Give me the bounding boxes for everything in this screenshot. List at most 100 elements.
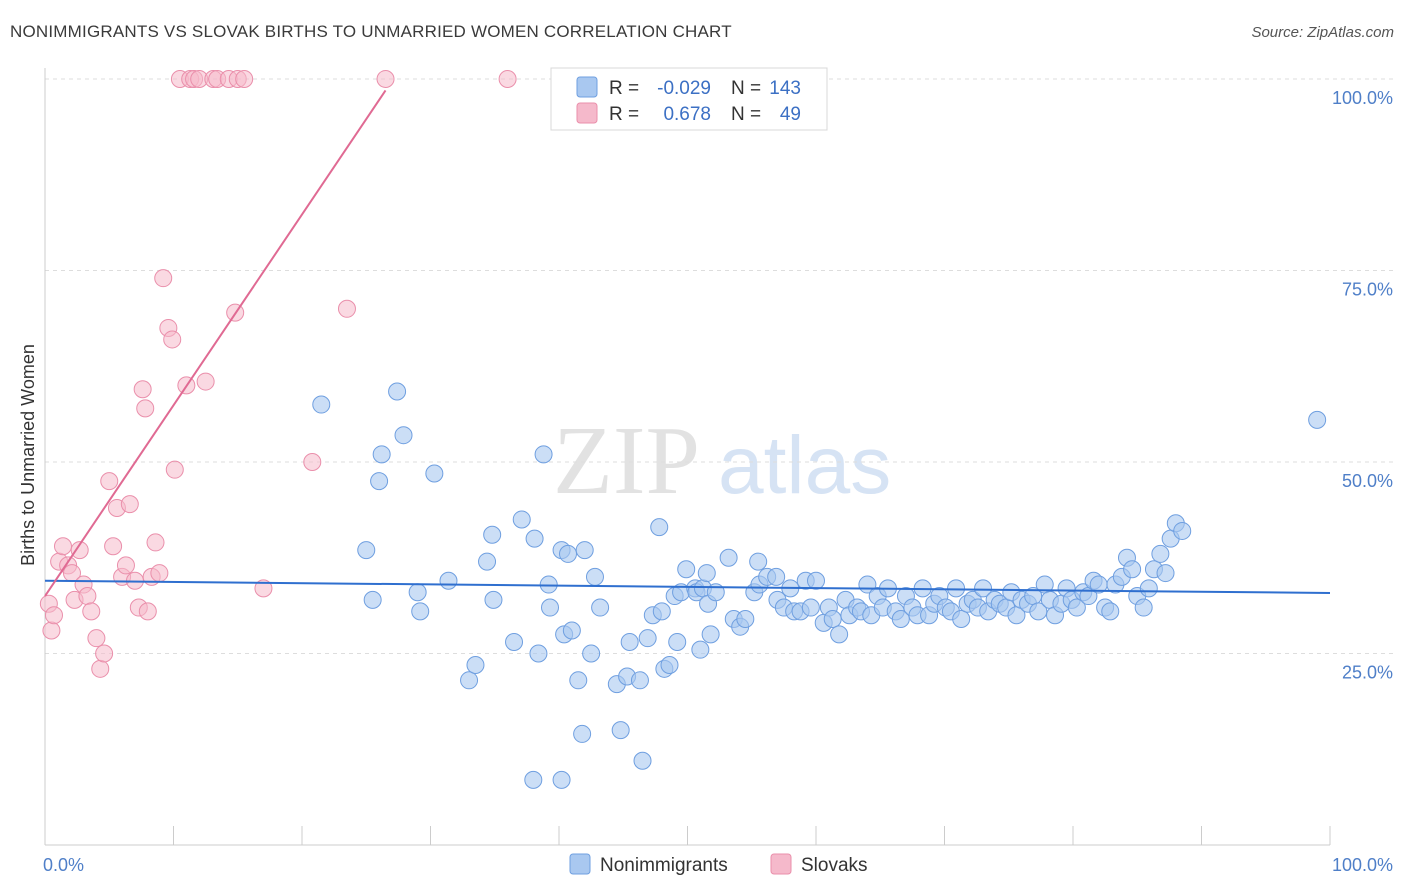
y-axis-label: Births to Unmarried Women [18,344,38,566]
watermark-atlas: atlas [718,420,891,511]
slovaks-point [196,372,215,391]
legend-r-label: R = [609,104,639,125]
nonimmigrants-point [483,525,502,544]
nonimmigrants-point [719,548,738,567]
nonimmigrants-point [767,567,786,586]
nonimmigrants-point [466,655,485,674]
x-tick-labels: 0.0% 100.0% [43,855,1393,875]
x-tick-label: 100.0% [1332,855,1393,875]
legend-label-nonimmigrants: Nonimmigrants [600,855,728,876]
slovaks-point [337,299,356,318]
nonimmigrants-point [558,544,577,563]
nonimmigrants-point [388,382,407,401]
nonimmigrants-point [1139,579,1158,598]
nonimmigrants-trend-line [44,579,1331,594]
slovaks-point [116,556,135,575]
nonimmigrants-point [1123,560,1142,579]
slovaks-point [95,644,114,663]
slovaks-point [163,330,182,349]
nonimmigrants-point [701,625,720,644]
nonimmigrants-point [591,598,610,617]
slovaks-point [138,602,157,621]
nonimmigrants-point [650,518,669,537]
nonimmigrants-point [372,445,391,464]
slovaks-point [235,70,254,88]
nonimmigrants-point [801,598,820,617]
nonimmigrants-point [952,610,971,629]
trend-lines [44,89,1331,597]
nonimmigrants-point [505,633,524,652]
legend-r-value: 0.678 [663,104,711,125]
nonimmigrants-point [807,571,825,590]
slovaks-point [82,602,101,621]
nonimmigrants-point [1101,602,1120,621]
nonimmigrants-point [691,640,710,659]
legend-label-slovaks: Slovaks [801,855,868,876]
y-tick-label: 100.0% [1332,88,1393,108]
nonimmigrants-point [529,644,548,663]
axes [44,68,1331,846]
x-tick-label: 0.0% [43,855,84,875]
nonimmigrants-point [484,590,503,609]
nonimmigrants-point [582,644,601,663]
nonimmigrants-point [1134,598,1153,617]
nonimmigrants-point [357,541,376,560]
slovaks-point [104,537,123,556]
slovaks-point [303,453,322,471]
nonimmigrants-point [1151,544,1170,563]
slovaks-point [91,659,110,678]
nonimmigrants-point [697,564,716,583]
nonimmigrants-point [569,671,588,690]
nonimmigrants-point [749,552,768,571]
slovaks-point [100,472,119,491]
series-legend: Nonimmigrants Slovaks [569,853,868,876]
nonimmigrants-point [677,560,696,579]
slovaks-points [39,70,517,678]
nonimmigrants-point [823,610,842,629]
nonimmigrants-point [575,541,594,560]
legend-n-label: N = [731,78,761,99]
slovaks-point [498,70,517,88]
nonimmigrants-point [1156,564,1175,583]
nonimmigrants-point [460,671,479,690]
slovaks-point [254,579,273,598]
nonimmigrants-point [312,395,331,414]
chart-title: NONIMMIGRANTS VS SLOVAK BIRTHS TO UNMARR… [10,22,732,41]
watermark-zip: ZIP [553,407,700,515]
slovaks-point [376,70,395,88]
nonimmigrants-point [524,770,543,789]
nonimmigrants-point [370,472,389,491]
nonimmigrants-point [736,610,755,629]
y-tick-labels: 25.0% 50.0% 75.0% 100.0% [1332,88,1393,683]
slovaks-point [42,621,61,640]
slovaks-point [78,587,97,606]
nonimmigrants-point [620,633,639,652]
slovaks-point [136,399,155,418]
nonimmigrants-point [411,602,430,621]
nonimmigrants-point [585,567,604,586]
y-tick-label: 25.0% [1342,663,1393,683]
legend-swatch-blue [576,76,598,98]
legend-n-value: 49 [780,104,801,125]
nonimmigrants-point [638,629,657,648]
slovaks-trend-line [44,89,387,597]
nonimmigrants-point [439,571,458,590]
slovaks-point [70,541,89,560]
slovaks-point [44,606,63,625]
correlation-legend: R = -0.029 N = 143 R = 0.678 N = 49 [550,67,828,131]
nonimmigrants-point [408,583,427,602]
nonimmigrants-points [312,382,1327,789]
nonimmigrants-point [525,529,544,548]
nonimmigrants-point [562,621,581,640]
slovaks-point [87,629,106,648]
nonimmigrants-point [1029,602,1048,621]
nonimmigrants-point [1067,598,1086,617]
nonimmigrants-point [633,751,652,770]
nonimmigrants-point [534,445,553,464]
legend-swatch-nonimmigrants [569,853,591,875]
nonimmigrants-point [611,721,630,740]
legend-swatch-slovaks [770,853,792,875]
nonimmigrants-point [363,590,382,609]
nonimmigrants-point [552,770,571,789]
